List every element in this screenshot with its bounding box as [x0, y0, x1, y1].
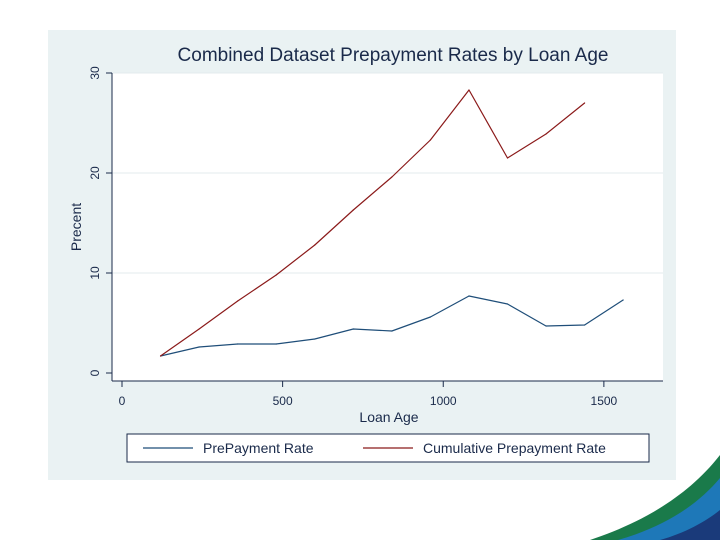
- corner-swoosh-decoration: [590, 455, 720, 540]
- data-point: [391, 176, 393, 178]
- y-tick-label: 10: [88, 266, 102, 280]
- data-point: [545, 325, 547, 327]
- prepayment-line-chart: Combined Dataset Prepayment Rates by Loa…: [48, 30, 676, 480]
- x-tick-label: 500: [273, 394, 293, 408]
- data-point: [506, 303, 509, 305]
- data-point: [545, 133, 547, 135]
- x-tick-label: 1000: [430, 394, 457, 408]
- data-point: [275, 274, 277, 276]
- data-point: [584, 324, 586, 326]
- navy-swoosh: [660, 510, 720, 540]
- data-point: [352, 328, 354, 330]
- chart-title: Combined Dataset Prepayment Rates by Loa…: [178, 45, 609, 66]
- legend-label-1: PrePayment Rate: [203, 440, 314, 456]
- data-point: [429, 139, 431, 141]
- data-point: [468, 89, 470, 91]
- data-point: [468, 295, 470, 297]
- axis-ticks: 0 10 20 30 0 500 1000 1500: [88, 66, 618, 408]
- data-point: [622, 299, 624, 301]
- data-point: [275, 343, 277, 345]
- blue-swoosh: [618, 478, 720, 540]
- data-point: [314, 244, 316, 246]
- data-point: [391, 330, 393, 332]
- series-lines: [159, 89, 624, 357]
- x-tick-label: 1500: [591, 394, 618, 408]
- data-point: [352, 209, 354, 211]
- legend: PrePayment Rate Cumulative Prepayment Rat…: [126, 433, 650, 463]
- y-tick-label: 0: [88, 369, 102, 376]
- x-axis-title: Loan Age: [359, 409, 418, 425]
- y-tick-label: 30: [88, 66, 102, 80]
- data-point: [506, 157, 509, 159]
- y-axis-title: Precent: [68, 203, 84, 251]
- x-tick-label: 0: [119, 394, 126, 408]
- series-line-2: [160, 89, 585, 357]
- data-point: [159, 355, 162, 357]
- y-tick-label: 20: [88, 166, 102, 180]
- data-point: [198, 328, 200, 330]
- data-point: [314, 338, 316, 340]
- data-point: [237, 300, 239, 302]
- data-point: [198, 346, 200, 348]
- legend-label-2: Cumulative Prepayment Rate: [423, 440, 606, 456]
- grid-lines: [112, 72, 663, 274]
- data-point: [429, 316, 431, 318]
- chart-panel: Combined Dataset Prepayment Rates by Loa…: [48, 30, 676, 480]
- data-point: [237, 343, 239, 345]
- plot-area: [112, 73, 663, 381]
- data-point: [584, 102, 586, 104]
